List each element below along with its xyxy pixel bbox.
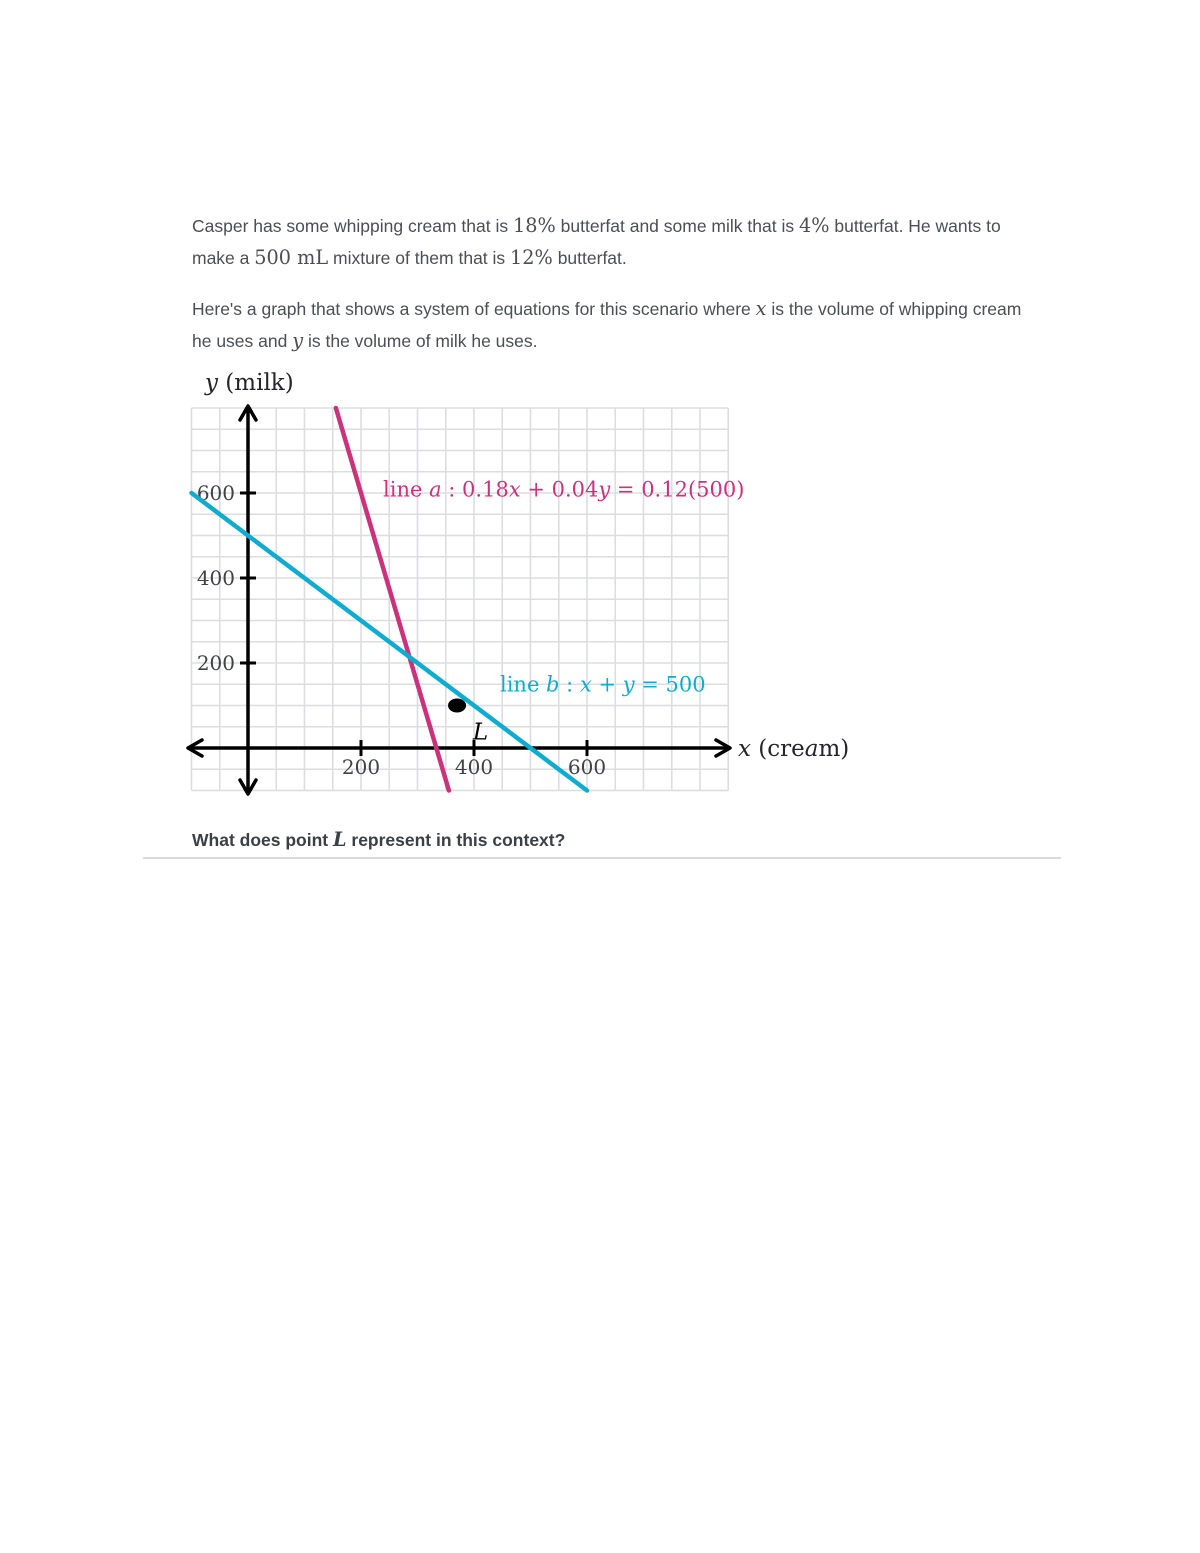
math-text: 18% bbox=[512, 214, 556, 237]
x-tick-label: 600 bbox=[568, 755, 606, 779]
plain-text: mixture of them that is bbox=[328, 248, 511, 268]
question-text: What does point L represent in this cont… bbox=[192, 826, 1038, 854]
math-text: L bbox=[332, 828, 347, 851]
line-a-label: line a : 0.18x + 0.04y = 0.12(500) bbox=[383, 477, 744, 501]
plain-text: is the volume of milk he uses. bbox=[303, 331, 538, 351]
series-line-a bbox=[333, 405, 452, 793]
plain-text: butterfat. bbox=[552, 248, 627, 268]
x-tick-label: 200 bbox=[342, 755, 380, 779]
math-text: x bbox=[755, 297, 767, 320]
plain-text: Here's a graph that shows a system of eq… bbox=[192, 299, 756, 319]
line-b-label: line b : x + y = 500 bbox=[500, 672, 706, 696]
math-text: 500 mL bbox=[254, 246, 329, 269]
math-text: 12% bbox=[510, 246, 553, 269]
x-tick-label: 400 bbox=[455, 755, 493, 779]
math-text: y bbox=[292, 329, 304, 352]
y-tick-label: 200 bbox=[197, 651, 235, 675]
separator bbox=[143, 857, 1061, 859]
math-text: 4% bbox=[798, 214, 830, 237]
y-tick-label: 400 bbox=[197, 566, 235, 590]
series-line-b bbox=[189, 490, 590, 793]
x-axis-right-arrow-icon bbox=[714, 738, 732, 758]
y-axis-label: y (milk) bbox=[204, 370, 294, 396]
point-L-label: L bbox=[472, 720, 488, 746]
y-axis-up-arrow-icon bbox=[238, 404, 258, 422]
plain-text: is the volume of whipping cream he uses … bbox=[192, 299, 1022, 351]
plain-text: What does point bbox=[192, 830, 333, 850]
point-L bbox=[448, 698, 467, 713]
graph-description: Here's a graph that shows a system of eq… bbox=[192, 293, 1038, 357]
problem-statement: Casper has some whipping cream that is 1… bbox=[192, 210, 1038, 274]
x-axis-left-arrow-icon bbox=[186, 738, 204, 758]
plain-text: butterfat. He wants to make a bbox=[192, 216, 1001, 268]
plain-text: Casper has some whipping cream that is bbox=[192, 216, 513, 236]
plain-text: represent in this context? bbox=[346, 830, 566, 850]
y-axis-down-arrow-icon bbox=[238, 778, 258, 796]
x-axis-label: x (cream) bbox=[738, 736, 849, 762]
plain-text: butterfat and some milk that is bbox=[555, 216, 799, 236]
